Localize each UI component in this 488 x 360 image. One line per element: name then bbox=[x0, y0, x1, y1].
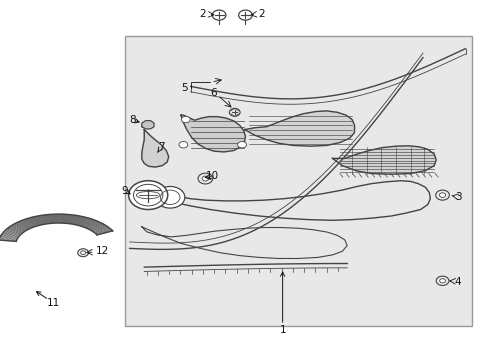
Text: 7: 7 bbox=[157, 142, 164, 152]
Text: 4: 4 bbox=[454, 276, 461, 287]
Circle shape bbox=[78, 249, 88, 257]
Text: 12: 12 bbox=[96, 246, 109, 256]
Circle shape bbox=[439, 279, 445, 283]
Text: 1: 1 bbox=[279, 272, 285, 336]
Circle shape bbox=[435, 190, 448, 200]
Circle shape bbox=[238, 10, 252, 20]
Text: 9: 9 bbox=[122, 186, 130, 196]
Polygon shape bbox=[244, 111, 354, 146]
Text: 5: 5 bbox=[181, 83, 188, 93]
Circle shape bbox=[202, 176, 208, 181]
Circle shape bbox=[155, 186, 184, 208]
Circle shape bbox=[128, 181, 167, 210]
Polygon shape bbox=[332, 146, 435, 174]
Circle shape bbox=[181, 116, 190, 123]
Text: 10: 10 bbox=[205, 171, 219, 181]
Circle shape bbox=[81, 251, 85, 255]
Circle shape bbox=[229, 108, 240, 116]
Text: 8: 8 bbox=[129, 115, 139, 125]
Text: 3: 3 bbox=[454, 192, 461, 202]
Bar bbox=[124, 36, 471, 326]
Polygon shape bbox=[0, 214, 112, 242]
Text: 2: 2 bbox=[258, 9, 264, 19]
Circle shape bbox=[198, 173, 212, 184]
Text: 11: 11 bbox=[37, 292, 61, 308]
Circle shape bbox=[439, 193, 445, 197]
Circle shape bbox=[179, 141, 187, 148]
Polygon shape bbox=[181, 115, 245, 152]
Text: 6: 6 bbox=[210, 88, 217, 98]
Polygon shape bbox=[142, 130, 168, 167]
Circle shape bbox=[237, 141, 246, 148]
Circle shape bbox=[212, 10, 225, 20]
Polygon shape bbox=[142, 121, 154, 129]
Text: 2: 2 bbox=[199, 9, 206, 19]
Circle shape bbox=[435, 276, 448, 285]
